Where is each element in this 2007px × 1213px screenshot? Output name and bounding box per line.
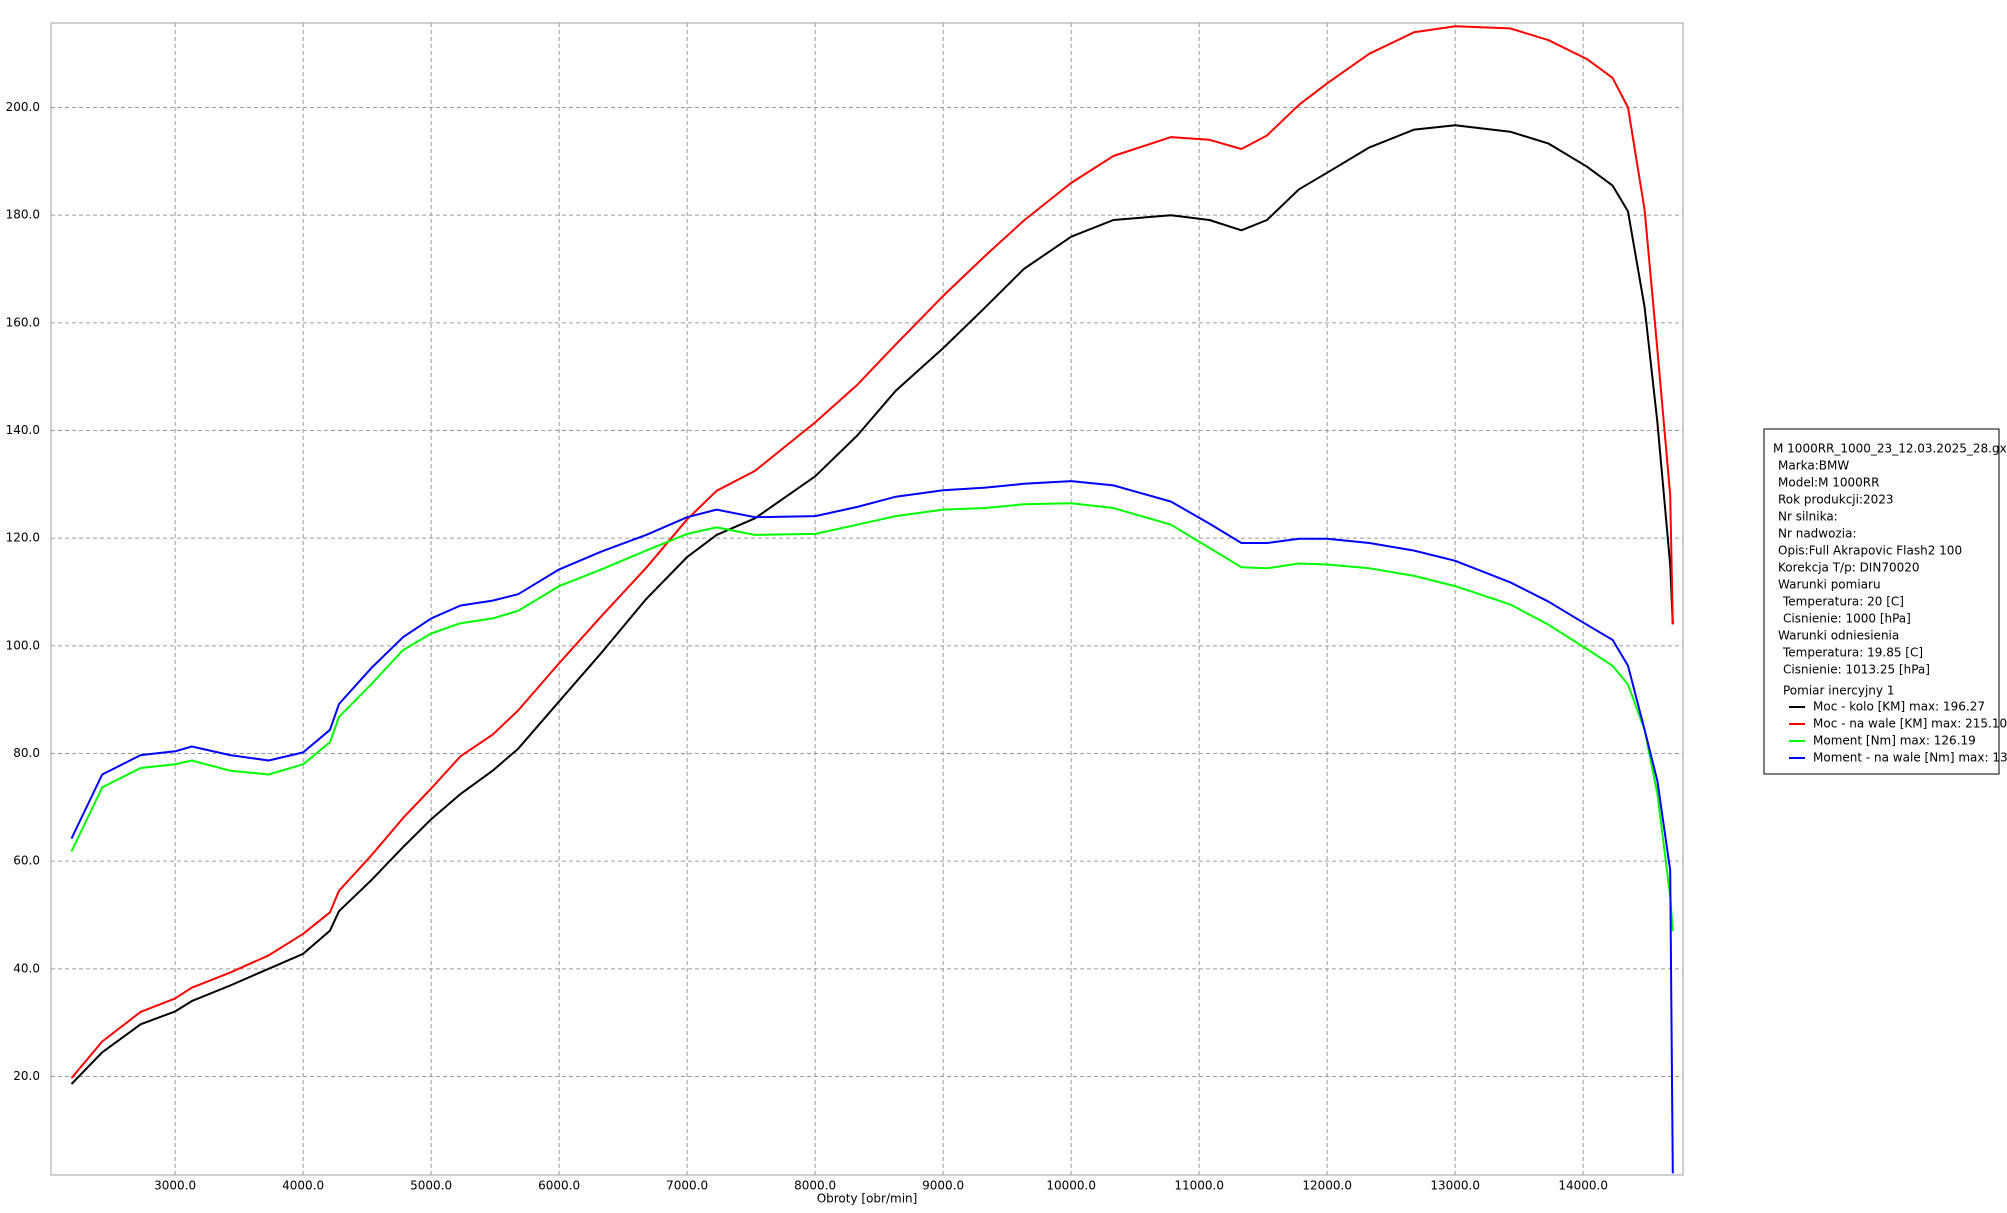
legend-entry: Moc - na wale [KM] max: 215.10 xyxy=(1813,717,2007,731)
x-tick-label: 14000.0 xyxy=(1558,1179,1608,1193)
y-tick-label: 100.0 xyxy=(6,638,40,652)
legend-entry: Moment [Nm] max: 126.19 xyxy=(1813,734,1976,748)
legend-info: Warunki pomiaru xyxy=(1778,578,1881,592)
series-line xyxy=(70,25,1674,1079)
x-tick-label: 12000.0 xyxy=(1302,1179,1352,1193)
x-tick-label: 5000.0 xyxy=(410,1179,452,1193)
y-tick-label: 180.0 xyxy=(6,208,40,222)
legend-box xyxy=(1763,428,2000,775)
legend-info: Opis:Full Akrapovic Flash2 100 xyxy=(1778,544,1962,558)
y-tick-label: 80.0 xyxy=(13,746,40,760)
x-tick-label: 4000.0 xyxy=(282,1179,324,1193)
y-tick-label: 200.0 xyxy=(6,100,40,114)
x-axis-label: Obroty [obr/min] xyxy=(817,1192,918,1206)
x-tick-label: 7000.0 xyxy=(666,1179,708,1193)
y-tick-label: 120.0 xyxy=(6,531,40,545)
legend-entry: Moc - kolo [KM] max: 196.27 xyxy=(1813,700,1985,714)
y-tick-label: 60.0 xyxy=(13,854,40,868)
y-tick-label: 160.0 xyxy=(6,315,40,329)
y-tick-label: 40.0 xyxy=(13,961,40,975)
legend-info: Temperatura: 19.85 [C] xyxy=(1782,646,1923,660)
legend-info: Cisnienie: 1000 [hPa] xyxy=(1783,612,1911,626)
legend-info: Cisnienie: 1013.25 [hPa] xyxy=(1783,663,1930,677)
legend-info: Marka:BMW xyxy=(1778,459,1849,473)
legend-info: Warunki odniesienia xyxy=(1778,629,1899,643)
legend-info: Nr nadwozia: xyxy=(1778,527,1857,541)
legend-info: Nr silnika: xyxy=(1778,510,1838,524)
series-line xyxy=(70,480,1674,1174)
x-tick-label: 8000.0 xyxy=(794,1179,836,1193)
x-tick-label: 13000.0 xyxy=(1430,1179,1480,1193)
x-tick-label: 10000.0 xyxy=(1046,1179,1096,1193)
legend-info: Temperatura: 20 [C] xyxy=(1782,595,1904,609)
series-line xyxy=(70,124,1674,1085)
x-tick-label: 3000.0 xyxy=(154,1179,196,1193)
legend-info: Rok produkcji:2023 xyxy=(1778,493,1894,507)
legend-info: Model:M 1000RR xyxy=(1778,476,1879,490)
legend-entry: Moment - na wale [Nm] max: 130.29 xyxy=(1813,751,2007,765)
legend-title: M 1000RR_1000_23_12.03.2025_28.gxml xyxy=(1773,442,2007,456)
plot-area xyxy=(50,22,1684,1176)
y-tick-label: 20.0 xyxy=(13,1069,40,1083)
x-tick-label: 9000.0 xyxy=(922,1179,964,1193)
legend-info: Pomiar inercyjny 1 xyxy=(1783,684,1894,698)
x-tick-label: 6000.0 xyxy=(538,1179,580,1193)
series-line xyxy=(70,502,1674,932)
y-tick-label: 140.0 xyxy=(6,423,40,437)
legend-info: Korekcja T/p: DIN70020 xyxy=(1778,561,1920,575)
x-tick-label: 11000.0 xyxy=(1174,1179,1224,1193)
